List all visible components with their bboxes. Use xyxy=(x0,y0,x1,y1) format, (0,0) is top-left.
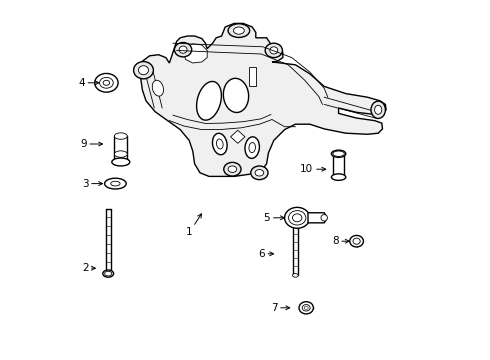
Ellipse shape xyxy=(251,166,268,180)
Polygon shape xyxy=(141,23,386,176)
Text: 10: 10 xyxy=(300,164,326,174)
Ellipse shape xyxy=(99,77,113,88)
Ellipse shape xyxy=(265,43,282,58)
Bar xyxy=(333,154,344,177)
Text: 6: 6 xyxy=(258,249,273,259)
Ellipse shape xyxy=(103,270,114,277)
Text: 2: 2 xyxy=(82,263,96,273)
Ellipse shape xyxy=(134,62,153,79)
Ellipse shape xyxy=(114,133,127,139)
Ellipse shape xyxy=(249,143,255,153)
Ellipse shape xyxy=(270,47,278,54)
Ellipse shape xyxy=(293,274,298,277)
Ellipse shape xyxy=(228,166,237,172)
Ellipse shape xyxy=(333,151,344,156)
Ellipse shape xyxy=(103,80,110,85)
Ellipse shape xyxy=(196,81,221,120)
Ellipse shape xyxy=(228,24,250,37)
Ellipse shape xyxy=(217,139,223,149)
Ellipse shape xyxy=(302,305,310,311)
Ellipse shape xyxy=(179,46,187,53)
Ellipse shape xyxy=(331,174,346,180)
Ellipse shape xyxy=(213,133,227,155)
Ellipse shape xyxy=(224,162,241,176)
Text: 9: 9 xyxy=(80,139,102,149)
Ellipse shape xyxy=(245,137,259,158)
Ellipse shape xyxy=(233,27,245,34)
Text: 4: 4 xyxy=(78,78,99,88)
Ellipse shape xyxy=(104,271,112,276)
Polygon shape xyxy=(308,213,326,223)
Ellipse shape xyxy=(139,66,148,75)
Ellipse shape xyxy=(289,211,306,225)
Text: 8: 8 xyxy=(332,236,349,246)
Ellipse shape xyxy=(111,181,120,186)
Polygon shape xyxy=(184,44,207,63)
Ellipse shape xyxy=(223,78,248,112)
Ellipse shape xyxy=(304,306,308,309)
Text: 7: 7 xyxy=(271,303,290,313)
Ellipse shape xyxy=(321,215,327,221)
Ellipse shape xyxy=(371,101,386,118)
Ellipse shape xyxy=(152,80,164,96)
Ellipse shape xyxy=(350,235,364,247)
Ellipse shape xyxy=(174,42,192,57)
Ellipse shape xyxy=(353,238,360,244)
Ellipse shape xyxy=(95,73,118,92)
Text: 3: 3 xyxy=(82,179,102,189)
Bar xyxy=(248,67,256,86)
Ellipse shape xyxy=(104,178,126,189)
Ellipse shape xyxy=(255,170,264,176)
Bar xyxy=(114,136,127,162)
Ellipse shape xyxy=(299,302,314,314)
Ellipse shape xyxy=(331,150,346,157)
Ellipse shape xyxy=(285,207,310,228)
Ellipse shape xyxy=(114,151,127,157)
Polygon shape xyxy=(231,130,245,143)
Ellipse shape xyxy=(374,105,382,114)
Text: 5: 5 xyxy=(264,213,284,223)
Ellipse shape xyxy=(293,214,302,222)
Ellipse shape xyxy=(112,158,130,166)
Text: 1: 1 xyxy=(186,214,201,237)
